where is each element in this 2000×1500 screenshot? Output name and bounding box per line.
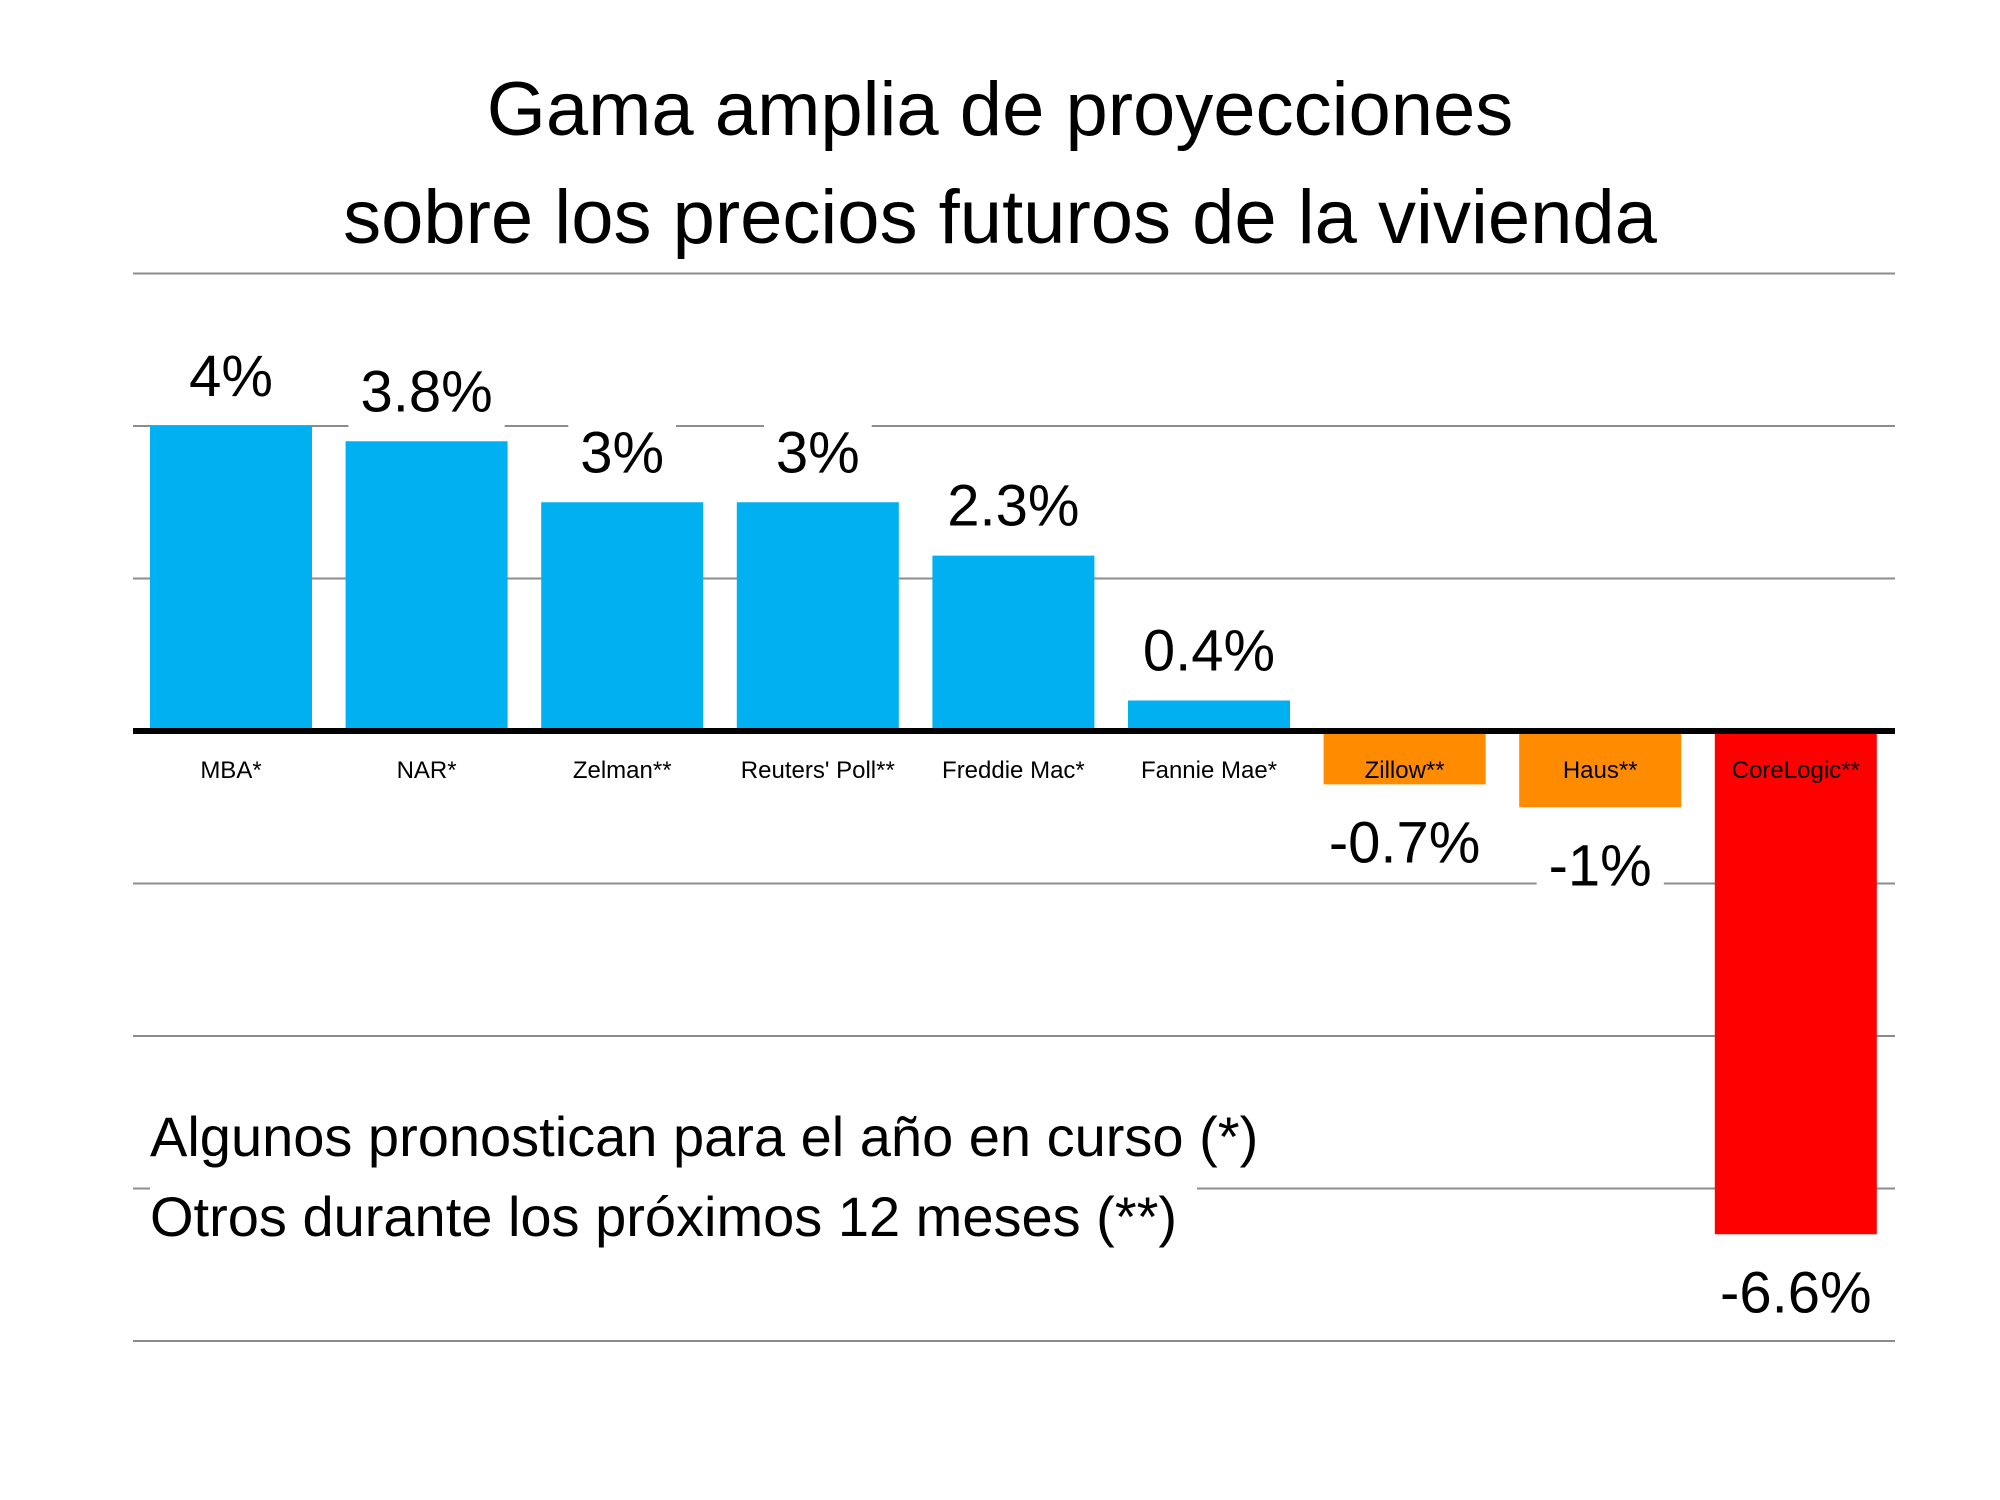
chart-title-line-2: sobre los precios futuros de la vivienda (343, 175, 1657, 260)
data-label: -6.6% (1720, 1260, 1872, 1325)
category-label: Fannie Mae* (1141, 757, 1277, 784)
bar (1714, 731, 1877, 1235)
footnote-current-year: Algunos pronostican para el año en curso… (150, 1105, 1279, 1170)
bar (1519, 731, 1682, 808)
category-label: Freddie Mac* (942, 757, 1085, 784)
data-label-background (763, 416, 872, 490)
data-label-background (935, 469, 1092, 543)
category-label: Zillow** (1365, 757, 1445, 784)
data-label: -1% (1549, 833, 1652, 898)
bar (345, 441, 508, 731)
data-label-background (177, 340, 285, 413)
data-label: -0.7% (1329, 810, 1481, 875)
category-label: Zelman** (573, 757, 672, 784)
data-label: 4% (189, 344, 273, 409)
data-label-background (1708, 1256, 1884, 1330)
category-label: Haus** (1563, 757, 1638, 784)
bar (736, 502, 899, 731)
category-label: Reuters' Poll** (741, 757, 895, 784)
category-label: CoreLogic** (1732, 757, 1860, 784)
data-label: 3% (580, 420, 664, 485)
data-label: 0.4% (1143, 619, 1275, 684)
bar (1128, 700, 1290, 731)
data-label-background (1130, 614, 1288, 688)
data-label: 3.8% (360, 359, 492, 424)
data-label: 3% (776, 420, 860, 485)
bar (541, 502, 704, 731)
category-label: NAR* (397, 757, 457, 784)
data-label-background (568, 416, 677, 490)
bar (150, 426, 312, 731)
footnote-next-12-months: Otros durante los próximos 12 meses (**) (150, 1185, 1198, 1250)
data-label: 2.3% (947, 474, 1079, 539)
bar (932, 555, 1095, 731)
data-label-background (348, 355, 505, 429)
data-label-background (1536, 829, 1664, 903)
chart-title-line-1: Gama amplia de proyecciones (486, 67, 1514, 152)
bar (1323, 731, 1486, 785)
category-label: MBA* (200, 757, 261, 784)
data-label-background (1316, 806, 1493, 880)
